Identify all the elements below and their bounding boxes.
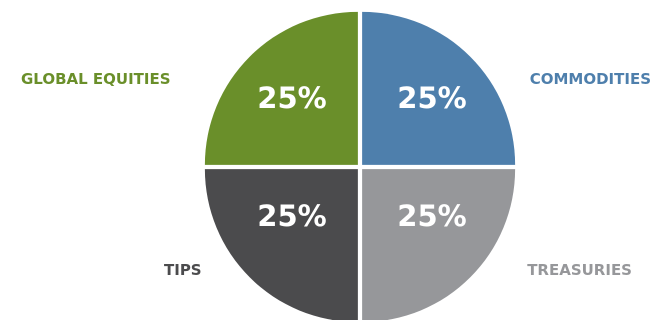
slice-value-label: 25% xyxy=(257,81,326,115)
slice-value-label: 25% xyxy=(397,199,466,233)
pie-slice-tips xyxy=(204,169,358,320)
pie-value-labels: 25% 25% 25% 25% xyxy=(257,81,466,233)
pie-slices xyxy=(204,11,516,320)
slice-value-label: 25% xyxy=(397,81,466,115)
pie-category-labels: COMMODITIES TREASURIES TIPS GLOBAL EQUITIES xyxy=(21,70,651,279)
category-label: TREASURIES xyxy=(527,261,632,279)
pie-slice-global-equities xyxy=(204,11,358,165)
category-label: TIPS xyxy=(164,261,202,279)
slice-value-label: 25% xyxy=(257,199,326,233)
pie-slice-treasuries xyxy=(362,169,516,320)
pie-slice-commodities xyxy=(362,11,516,165)
category-label: GLOBAL EQUITIES xyxy=(21,70,171,88)
category-label: COMMODITIES xyxy=(530,70,651,88)
